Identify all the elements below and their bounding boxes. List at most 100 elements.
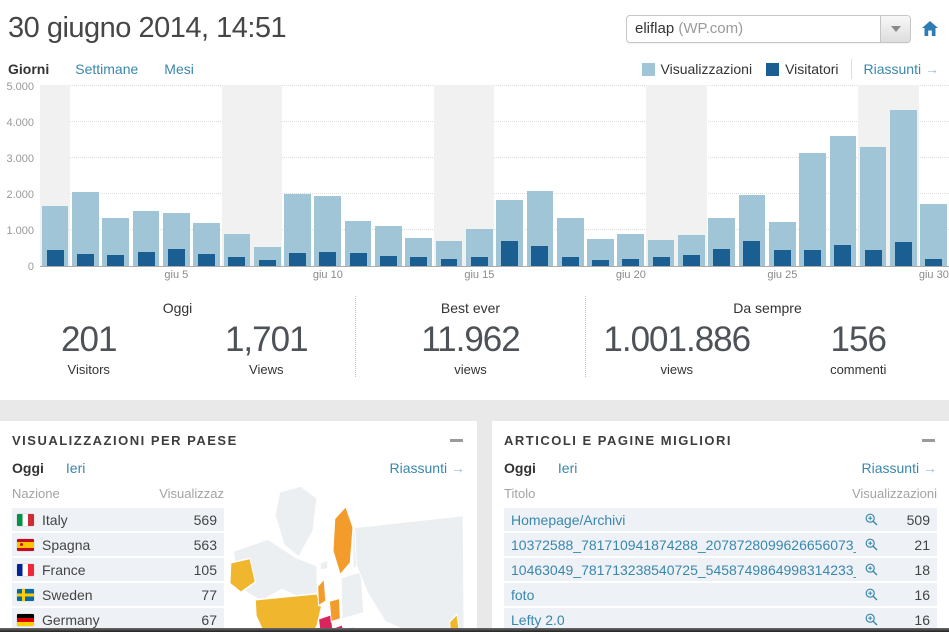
day-column-giu-10[interactable] [313,85,343,266]
collapse-minus-icon[interactable] [450,439,463,442]
views-bar[interactable] [72,191,99,266]
visitors-bar[interactable] [592,259,609,266]
day-column-giu-18[interactable] [555,85,585,266]
summaries-link-countries[interactable]: Riassunti → [389,460,465,476]
day-column-giu-13[interactable] [404,85,434,266]
day-column-giu-17[interactable] [525,85,555,266]
site-select-arrow-button[interactable] [880,16,910,42]
post-views: 21 [914,536,930,553]
collapse-minus-icon[interactable] [922,439,935,442]
day-column-giu-15[interactable] [464,85,495,266]
tab-mesi[interactable]: Mesi [164,61,194,77]
visitors-bar[interactable] [107,254,125,266]
day-column-giu-4[interactable] [131,85,161,266]
day-column-giu-20[interactable] [616,85,646,266]
tab-giorni[interactable]: Giorni [8,61,50,77]
day-column-giu-5[interactable] [161,85,191,266]
post-title-link[interactable]: 10372588_781710941874288_207872809962665… [511,536,856,553]
day-column-giu-21[interactable] [645,85,677,266]
day-column-giu-16[interactable] [494,85,524,266]
visitors-bar[interactable] [834,245,852,266]
views-bar[interactable] [920,204,948,266]
group-title: Oggi [162,300,193,316]
post-row: Lefty 2.0 16 [504,608,937,631]
magnifier-zoom-icon[interactable] [856,538,886,551]
visitors-bar[interactable] [410,256,428,266]
visitors-bar[interactable] [440,258,458,266]
visitors-bar[interactable] [167,249,185,266]
magnifier-zoom-icon[interactable] [856,513,886,526]
visitors-bar[interactable] [622,259,640,266]
post-title-link[interactable]: Lefty 2.0 [511,611,565,628]
day-column-giu-1[interactable] [40,85,71,266]
visitors-bar[interactable] [804,249,822,266]
post-title-link[interactable]: Homepage/Archivi [511,511,626,528]
visitors-bar[interactable] [501,240,519,266]
post-title-link[interactable]: foto [511,586,535,603]
posts-tab-ieri[interactable]: Ieri [557,460,578,476]
magnifier-zoom-icon[interactable] [856,613,886,626]
views-swatch [641,62,655,76]
visitors-bar[interactable] [137,252,155,266]
home-icon[interactable] [921,20,939,38]
visitors-bar[interactable] [531,246,549,266]
day-column-giu-8[interactable] [252,85,283,266]
day-column-giu-19[interactable] [585,85,615,266]
visitors-bar[interactable] [652,256,670,266]
visitors-bar[interactable] [713,249,731,266]
visitors-bar[interactable] [349,252,367,266]
day-column-giu-28[interactable] [858,85,889,266]
post-row: foto 16 [504,583,937,606]
day-column-giu-25[interactable] [767,85,797,266]
visitors-bar[interactable] [894,241,912,266]
day-column-giu-23[interactable] [707,85,737,266]
summaries-link-chart[interactable]: Riassunti → [863,61,939,77]
day-column-giu-11[interactable] [343,85,373,266]
visitors-bar[interactable] [258,260,276,266]
countries-tab-ieri[interactable]: Ieri [65,460,86,476]
posts-tab-oggi[interactable]: Oggi [504,460,536,476]
visitors-bar[interactable] [46,250,64,266]
site-select[interactable]: eliflap (WP.com) [626,15,911,43]
magnifier-zoom-icon[interactable] [856,563,886,576]
x-tick-label: giu 30 [918,269,949,281]
visitors-bar[interactable] [773,250,791,266]
stat-all-time-views: 1.001.886 views [603,320,751,377]
visitors-bar[interactable] [470,257,488,266]
day-column-giu-7[interactable] [221,85,253,266]
day-column-giu-24[interactable] [737,85,767,266]
day-column-giu-2[interactable] [70,85,100,266]
col-nazione: Nazione [12,486,60,501]
views-bar[interactable] [890,109,917,266]
day-column-giu-22[interactable] [676,85,707,266]
day-column-giu-26[interactable] [797,85,827,266]
visitors-bar[interactable] [289,252,306,266]
visitors-bar[interactable] [319,251,337,266]
post-title-link[interactable]: 10463049_781713238540725_545874986499831… [511,561,856,578]
day-column-giu-29[interactable] [888,85,919,266]
summaries-link-posts[interactable]: Riassunti → [861,460,937,476]
visitors-bar[interactable] [743,240,761,266]
day-column-giu-3[interactable] [101,85,131,266]
visitors-bar[interactable] [864,250,882,266]
views-bar[interactable] [829,136,857,266]
visitors-bar[interactable] [561,256,579,266]
views-bar[interactable] [799,152,826,266]
visitors-bar[interactable] [925,258,943,266]
magnifier-zoom-icon[interactable] [856,588,886,601]
day-column-giu-6[interactable] [191,85,221,266]
day-column-giu-14[interactable] [433,85,465,266]
day-column-giu-27[interactable] [828,85,858,266]
views-bar[interactable] [859,147,887,266]
day-column-giu-30[interactable] [919,85,949,266]
day-column-giu-9[interactable] [282,85,312,266]
countries-table: Nazione Visualizzaz Italy 569 Spagna 563 Fra… [12,486,224,632]
visitors-bar[interactable] [76,254,94,266]
countries-tab-oggi[interactable]: Oggi [12,460,44,476]
day-column-giu-12[interactable] [373,85,403,266]
visitors-bar[interactable] [379,255,397,266]
visitors-bar[interactable] [228,256,246,266]
visitors-bar[interactable] [682,255,700,266]
tab-settimane[interactable]: Settimane [75,61,139,77]
visitors-bar[interactable] [198,254,216,266]
